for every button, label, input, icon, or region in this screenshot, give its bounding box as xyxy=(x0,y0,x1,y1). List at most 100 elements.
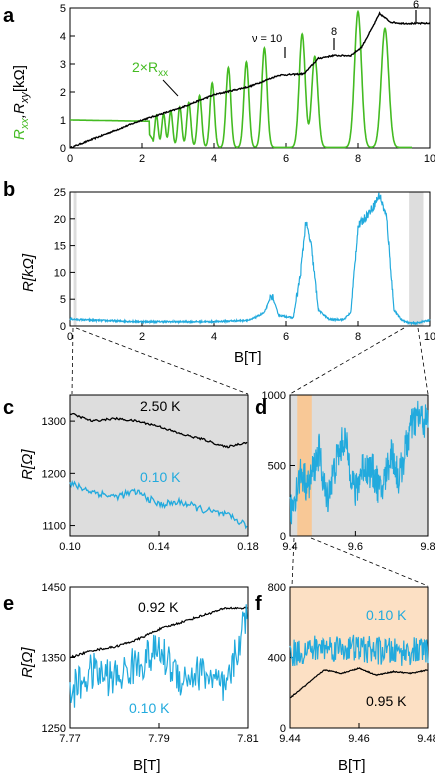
panel-e-series-010k xyxy=(69,604,248,708)
y-tick-label: 1200 xyxy=(42,468,66,480)
panel-c-ylabel: R[Ω] xyxy=(19,449,36,480)
y-tick-label: 15 xyxy=(54,241,66,253)
x-tick-label: 10 xyxy=(424,331,435,343)
label-f-095k: 0.95 K xyxy=(366,693,407,709)
panel-b-xlabel: B[T] xyxy=(234,349,262,366)
y-tick-label: 0 xyxy=(60,143,66,155)
x-tick-label: 6 xyxy=(283,331,289,343)
panel-b-ylabel: R[kΩ] xyxy=(20,253,37,292)
panel-f-series-010k xyxy=(289,634,429,667)
panel-d-y-ticks: 0 500 1000 xyxy=(262,390,295,543)
highlight-band xyxy=(409,192,424,326)
x-tick-label: 7.79 xyxy=(148,733,169,745)
panel-b: b 0 5 10 15 20 25 0 2 4 6 8 10 R[kΩ] B[T] xyxy=(3,179,435,366)
series-label-2rxx: 2×Rxx xyxy=(132,59,168,79)
panel-f-xlabel: B[T] xyxy=(338,757,366,774)
y-tick-label: 0 xyxy=(60,321,66,333)
y-tick-label: 20 xyxy=(54,214,66,226)
y-tick-label: 400 xyxy=(268,653,286,665)
two-rxx-text: 2×R xyxy=(132,59,158,75)
panel-a-y-ticks: 0 1 2 3 4 5 xyxy=(60,3,75,155)
series-line xyxy=(69,606,248,659)
panel-d-series-r xyxy=(289,400,429,525)
panel-e-series-092k xyxy=(69,606,248,659)
x-tick-label: 9.4 xyxy=(282,541,297,553)
panel-d-x-ticks: 9.4 9.6 9.8 xyxy=(282,531,435,553)
panel-c-background xyxy=(70,395,248,536)
label-c-010k: 0.10 K xyxy=(140,469,181,485)
panel-e: e 1250 1350 1450 7.77 7.79 7.81 0.92 K 0.10 … xyxy=(3,582,259,774)
x-tick-label: 6 xyxy=(283,153,289,165)
panel-b-y-ticks: 0 5 10 15 20 25 xyxy=(54,187,75,333)
series-line xyxy=(69,479,248,530)
pointer-2rxx xyxy=(162,79,179,97)
x-tick-label: 7.77 xyxy=(59,733,80,745)
panel-b-x-ticks: 0 2 4 6 8 10 xyxy=(67,321,435,343)
panel-a-ylabel: Rxx,Rxy[kΩ] xyxy=(11,65,31,140)
y-tick-label: 0 xyxy=(280,723,286,735)
panel-b-highlight-bands xyxy=(73,192,424,326)
r-line xyxy=(289,400,429,525)
x-tick-label: 9.44 xyxy=(279,733,300,745)
y-tick-label: 5 xyxy=(60,294,66,306)
panel-e-y-ticks: 1250 1350 1450 xyxy=(42,582,75,735)
label-c-250k: 2.50 K xyxy=(140,398,181,414)
panel-c: c 1100 1200 1300 0.10 0.14 0.18 2.50 K 0.10 … xyxy=(3,394,259,553)
y-tick-label: 5 xyxy=(60,3,66,15)
ylabel-a-xy: xy xyxy=(19,91,31,105)
connector-d-f-right xyxy=(310,537,429,587)
x-tick-label: 9.6 xyxy=(348,541,363,553)
label-f-010k: 0.10 K xyxy=(366,607,407,623)
ylabel-a-unit: [kΩ] xyxy=(11,65,28,92)
panel-d: d 0 500 1000 9.4 9.6 9.8 xyxy=(255,390,435,553)
x-tick-label: 8 xyxy=(355,153,361,165)
x-tick-label: 8 xyxy=(355,331,361,343)
y-tick-label: 500 xyxy=(268,461,286,473)
panel-a-x-ticks: 0 2 4 6 8 10 xyxy=(67,143,435,165)
y-tick-label: 1100 xyxy=(42,521,66,533)
ylabel-a-rest: ,R xyxy=(11,103,28,118)
x-tick-label: 2 xyxy=(139,153,145,165)
y-tick-label: 3 xyxy=(60,59,66,71)
panel-c-x-ticks: 0.10 0.14 0.18 xyxy=(59,531,259,553)
zoom-connectors-d xyxy=(291,537,429,587)
y-tick-label: 1000 xyxy=(262,390,286,402)
highlight-band xyxy=(73,192,77,326)
x-tick-label: 9.8 xyxy=(420,541,435,553)
x-tick-label: 0.14 xyxy=(148,541,169,553)
panel-b-frame xyxy=(69,191,431,327)
svg-text:Rxx,Rxy[kΩ]: Rxx,Rxy[kΩ] xyxy=(11,65,31,140)
panel-b-label: b xyxy=(3,179,15,201)
x-tick-label: 0.10 xyxy=(59,541,80,553)
panel-e-xlabel: B[T] xyxy=(133,757,161,774)
connector-b-c-right xyxy=(75,327,249,395)
x-tick-label: 2 xyxy=(139,331,145,343)
y-tick-label: 1350 xyxy=(42,653,66,665)
series-line xyxy=(69,604,248,708)
r-line xyxy=(69,192,431,327)
panel-f-x-ticks: 9.44 9.46 9.48 xyxy=(279,723,435,745)
panel-f-y-ticks: 0 400 800 xyxy=(268,582,295,735)
annotation-nu10: ν = 10 xyxy=(252,33,282,45)
y-tick-label: 1250 xyxy=(42,723,66,735)
panel-c-y-ticks: 1100 1200 1300 xyxy=(42,416,75,533)
y-tick-label: 1450 xyxy=(42,582,66,594)
panel-a-frame xyxy=(69,7,431,149)
panel-e-x-ticks: 7.77 7.79 7.81 xyxy=(59,723,259,745)
x-tick-label: 0 xyxy=(67,331,73,343)
panel-a-label: a xyxy=(3,5,15,27)
series-line xyxy=(290,667,429,699)
ylabel-a-r: R xyxy=(11,129,28,140)
panel-c-label: c xyxy=(3,397,14,419)
panel-d-label: d xyxy=(255,397,267,419)
y-tick-label: 10 xyxy=(54,267,66,279)
ylabel-a-xx: xx xyxy=(19,118,31,131)
y-tick-label: 1 xyxy=(60,115,66,127)
panel-e-label: e xyxy=(3,593,14,615)
series-line xyxy=(69,412,248,449)
annotation-8: 8 xyxy=(331,26,337,38)
connector-d-f-left xyxy=(291,537,295,587)
panel-b-series-r xyxy=(69,192,431,327)
